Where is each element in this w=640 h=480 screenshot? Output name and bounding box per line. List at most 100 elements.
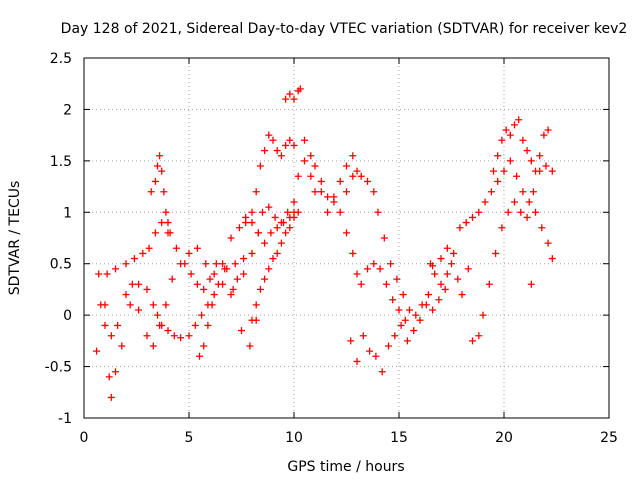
data-point: [349, 172, 357, 180]
data-point: [256, 285, 264, 293]
data-point: [443, 244, 451, 252]
data-point: [380, 234, 388, 242]
y-axis-label: SDTVAR / TECUs: [7, 181, 23, 296]
data-point: [378, 368, 386, 376]
data-point: [206, 275, 214, 283]
data-point: [248, 249, 256, 257]
data-point: [101, 321, 109, 329]
data-point: [385, 342, 392, 350]
data-point: [475, 332, 483, 340]
series-track-11: [343, 167, 451, 319]
data-point: [170, 332, 178, 340]
data-point: [93, 347, 101, 355]
data-point: [95, 270, 103, 278]
data-point: [490, 167, 497, 175]
data-point: [210, 291, 218, 299]
data-point: [261, 275, 269, 283]
data-point: [548, 255, 556, 263]
data-point: [301, 157, 308, 165]
data-point: [135, 306, 143, 314]
data-point: [443, 270, 451, 278]
series-track-12: [347, 285, 449, 376]
data-point: [271, 213, 279, 221]
data-point: [544, 126, 552, 134]
data-point: [139, 249, 147, 257]
x-tick-label: 0: [80, 430, 89, 446]
data-point: [252, 188, 260, 196]
data-point: [242, 219, 250, 227]
data-point: [517, 208, 525, 216]
data-point: [506, 157, 514, 165]
data-point: [462, 219, 470, 227]
series-track-4: [147, 152, 174, 237]
series-track-13: [437, 157, 556, 288]
data-point: [294, 172, 302, 180]
data-point: [246, 342, 254, 350]
data-point: [158, 167, 166, 175]
data-point: [343, 229, 350, 237]
y-tick-label: 0: [63, 308, 72, 324]
data-point: [248, 219, 256, 227]
data-point: [498, 224, 506, 232]
series-track-6: [242, 131, 298, 227]
data-point: [240, 255, 248, 263]
data-point: [391, 332, 399, 340]
data-point: [448, 260, 455, 268]
x-tick-label: 10: [285, 430, 303, 446]
data-point: [233, 275, 241, 283]
data-point: [343, 188, 350, 196]
data-point: [200, 342, 208, 350]
data-point: [343, 162, 350, 170]
data-point: [122, 291, 130, 299]
data-point: [372, 352, 380, 360]
data-point: [336, 208, 344, 216]
data-point: [296, 85, 304, 93]
data-point: [479, 311, 487, 319]
data-point: [277, 152, 285, 160]
series-track-9: [294, 157, 409, 324]
data-point: [359, 332, 367, 340]
data-point: [143, 332, 151, 340]
data-point: [256, 162, 264, 170]
data-point: [269, 136, 277, 144]
data-point: [185, 332, 193, 340]
data-point: [231, 260, 239, 268]
series-track-2: [95, 219, 260, 350]
data-point: [107, 332, 115, 340]
series-track-10: [301, 136, 357, 216]
data-point: [286, 90, 294, 98]
data-point: [185, 249, 193, 257]
grid: [84, 58, 609, 418]
data-point: [238, 327, 245, 335]
data-point: [118, 342, 126, 350]
data-point: [376, 265, 384, 273]
data-point: [261, 239, 269, 247]
data-point: [422, 301, 430, 309]
data-point: [481, 198, 489, 206]
data-point: [290, 141, 298, 149]
data-point: [437, 280, 445, 288]
data-point: [317, 188, 325, 196]
series-track-15: [490, 116, 552, 175]
data-point: [227, 234, 235, 242]
data-point: [370, 260, 378, 268]
data-point: [147, 188, 155, 196]
data-point: [103, 270, 111, 278]
data-point: [160, 188, 168, 196]
data-point: [500, 167, 508, 175]
data-point: [265, 131, 273, 139]
data-point: [330, 193, 338, 201]
data-point: [429, 306, 437, 314]
data-point: [294, 208, 302, 216]
data-point: [450, 249, 458, 257]
data-point: [214, 280, 222, 288]
data-point: [370, 188, 378, 196]
data-point: [494, 177, 502, 185]
data-point: [324, 193, 332, 201]
data-point: [357, 172, 365, 180]
data-point: [128, 280, 136, 288]
data-point: [282, 141, 290, 149]
data-point: [506, 131, 514, 139]
